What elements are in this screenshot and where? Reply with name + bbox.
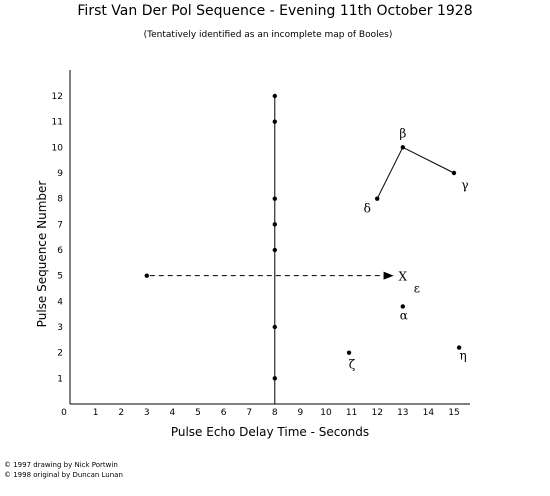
chart-subtitle: (Tentatively identified as an incomplete… [144,30,393,40]
y-tick-label: 9 [57,169,63,179]
point-label: β [399,126,406,140]
data-point [272,119,277,124]
y-tick-label: 1 [57,374,63,384]
y-tick-label: 10 [52,143,64,153]
x-tick-label: 4 [170,408,176,418]
y-tick-label: 3 [57,323,63,333]
data-point [400,304,405,309]
x-tick-label: 11 [346,408,357,418]
point-label: γ [461,178,468,192]
credit-drawing: © 1997 drawing by Nick Portwin [4,461,118,469]
x-tick-label: 7 [246,408,252,418]
x-marker: X [399,270,408,284]
data-point [272,222,277,227]
point-label: α [400,308,408,322]
x-tick-label: 6 [221,408,227,418]
data-point [400,145,405,150]
data-point [144,273,149,278]
data-point [272,93,277,99]
data-point [456,345,462,350]
x-tick-label: 3 [144,408,150,418]
x-tick-labels: 0 1 2 3 4 5 6 7 8 9 10 11 12 13 14 15 [61,408,460,418]
x-tick-label: 0 [61,408,67,418]
x-tick-label: 13 [397,408,408,418]
y-tick-label: 6 [57,246,63,256]
data-point [346,350,352,355]
x-tick-label: 14 [423,408,435,418]
series-layer: β γ δ α ζ η Xε [144,93,469,404]
connection-line [402,146,455,174]
y-tick-label: 7 [57,220,63,230]
x-tick-label: 1 [93,408,99,418]
y-tick-label: 5 [57,272,63,282]
y-tick-label: 2 [57,349,63,359]
credit-original: © 1998 original by Duncan Lunan [4,471,123,479]
x-tick-label: 8 [272,408,278,418]
marker-label: ε [414,282,420,296]
data-point [375,196,380,201]
data-point [272,324,277,330]
x-tick-label: 15 [448,408,459,418]
y-tick-label: 12 [52,92,63,102]
credits: © 1997 drawing by Nick Portwin © 1998 or… [4,461,123,479]
x-tick-label: 12 [371,408,382,418]
data-point [272,376,277,381]
x-axis-label: Pulse Echo Delay Time - Seconds [171,425,369,439]
data-point [272,196,277,201]
connection-line [376,147,404,199]
point-label: δ [364,202,371,216]
point-label: ζ [349,358,356,372]
y-axis-label: Pulse Sequence Number [35,181,49,328]
chart-title: First Van Der Pol Sequence - Evening 11t… [77,3,472,19]
data-point [451,170,457,176]
data-point [272,247,277,253]
y-tick-label: 8 [57,195,63,205]
x-tick-label: 5 [195,408,201,418]
x-tick-label: 10 [320,408,332,418]
y-tick-label: 11 [52,118,63,128]
y-tick-label: 4 [57,297,63,307]
x-tick-label: 2 [118,408,124,418]
x-tick-label: 9 [298,408,304,418]
point-label: η [460,349,467,363]
